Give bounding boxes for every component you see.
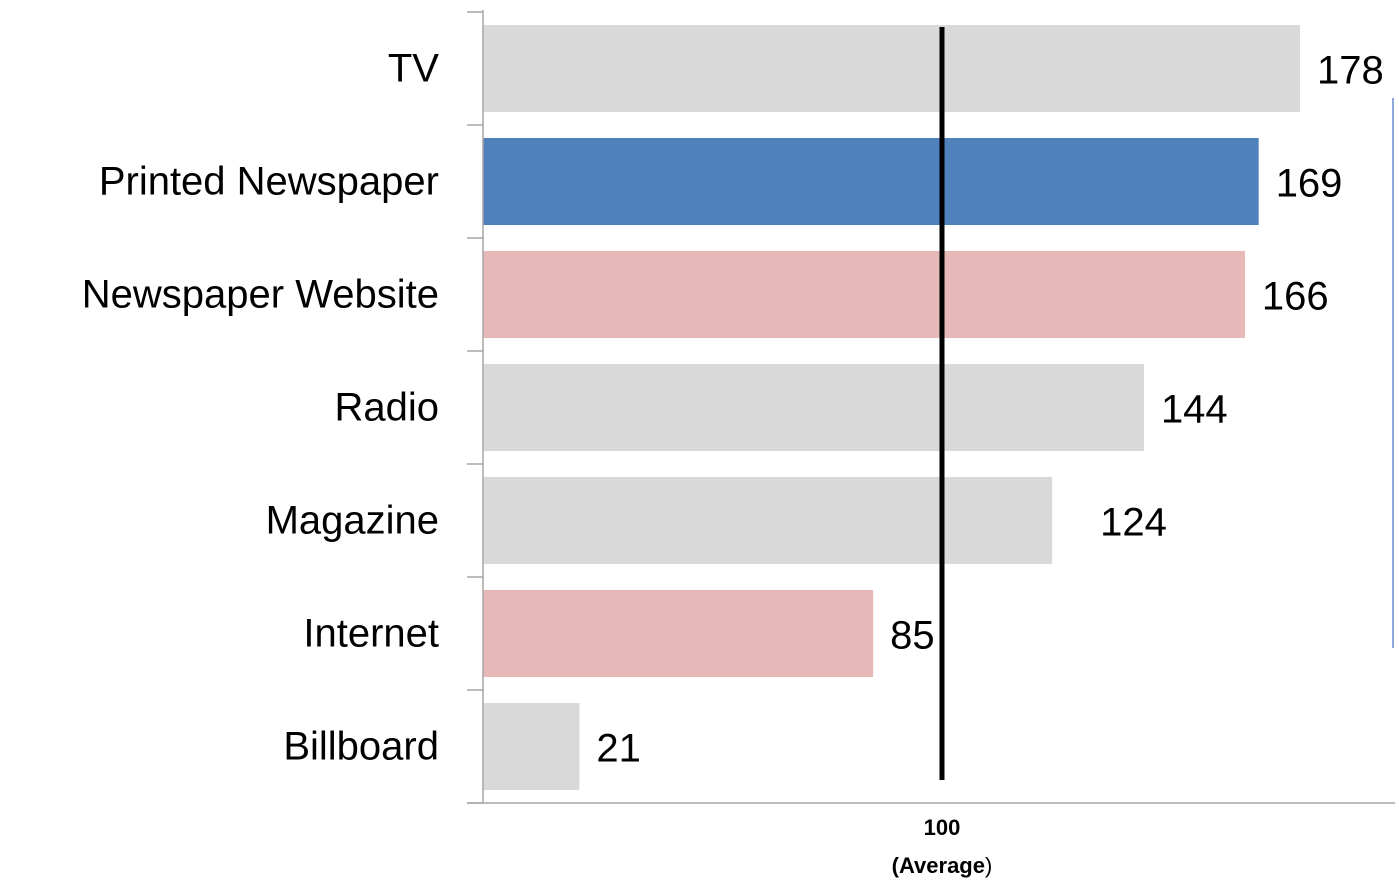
bar-billboard: [483, 702, 580, 791]
value-label-internet: 85: [890, 614, 935, 658]
bar-magazine: [483, 476, 1053, 565]
bar-newspaper-website: [483, 250, 1245, 339]
value-label-newspaper-website: 166: [1262, 275, 1329, 319]
bar-printed-newspaper: [483, 137, 1259, 226]
bars-layer: [483, 24, 1300, 791]
category-label-radio: Radio: [334, 386, 439, 430]
category-label-internet: Internet: [303, 612, 439, 656]
bar-internet: [483, 589, 874, 678]
value-label-radio: 144: [1161, 388, 1228, 432]
average-value-label: 100: [924, 815, 961, 840]
category-label-tv: TV: [388, 47, 439, 91]
bar-tv: [483, 24, 1300, 113]
axis-layer: [467, 10, 1395, 804]
labels-layer: TV 178 Printed Newspaper 169 Newspaper Websi…: [82, 47, 1384, 771]
category-label-billboard: Billboard: [283, 725, 439, 769]
value-label-magazine: 124: [1100, 501, 1167, 545]
category-label-printed-newspaper: Printed Newspaper: [99, 160, 439, 204]
value-label-billboard: 21: [596, 727, 641, 771]
reference-layer: 100 (Average): [892, 27, 993, 878]
value-label-tv: 178: [1317, 49, 1384, 93]
category-label-newspaper-website: Newspaper Website: [82, 273, 439, 317]
average-text-label: (Average): [892, 853, 993, 878]
category-label-magazine: Magazine: [266, 499, 439, 543]
bar-radio: [483, 363, 1144, 452]
value-label-printed-newspaper: 169: [1276, 162, 1343, 206]
